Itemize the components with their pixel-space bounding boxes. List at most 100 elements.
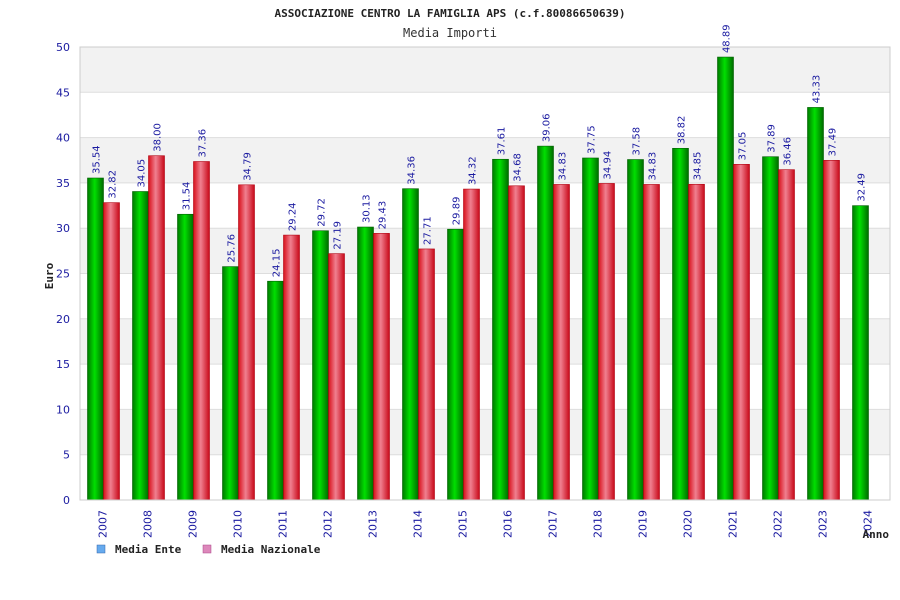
data-label: 43.33 <box>812 75 823 104</box>
data-label: 36.46 <box>783 137 794 166</box>
x-tick-label: 2015 <box>457 510 470 538</box>
legend-label-ente: Media Ente <box>115 543 182 556</box>
bar-ente-2020 <box>672 147 689 501</box>
data-label: 34.05 <box>137 159 148 188</box>
bar-ente-2009 <box>177 213 194 501</box>
data-label: 35.54 <box>92 145 103 174</box>
y-tick-label: 50 <box>56 41 70 54</box>
data-label: 34.83 <box>648 152 659 181</box>
grid-band <box>80 47 890 93</box>
bar-nazionale-2008 <box>148 155 165 501</box>
bar-nazionale-2009 <box>193 161 210 501</box>
bar-ente-2017 <box>537 145 554 501</box>
bar-ente-2014 <box>402 188 419 501</box>
y-axis-label: Euro <box>43 262 56 289</box>
data-labels: 35.54 32.82 34.05 38.00 31.54 37.36 25.76 34.79… <box>92 24 868 277</box>
x-tick-label: 2018 <box>592 510 605 538</box>
grid-band <box>80 137 890 183</box>
data-label: 34.79 <box>243 152 254 181</box>
axes: 0 5 10 15 20 25 30 35 40 45 50 2007 2008 2009 2010 2011… <box>56 41 891 538</box>
y-tick-label: 5 <box>63 449 70 462</box>
bar-nazionale-2023 <box>823 160 840 501</box>
x-tick-label: 2020 <box>682 510 695 538</box>
chart-title: ASSOCIAZIONE CENTRO LA FAMIGLIA APS (c.f… <box>275 7 626 20</box>
data-label: 37.75 <box>587 125 598 154</box>
y-tick-label: 25 <box>56 268 70 281</box>
data-label: 34.68 <box>513 153 524 182</box>
grid-band <box>80 92 890 138</box>
data-label: 37.89 <box>767 124 778 153</box>
x-tick-label: 2014 <box>412 510 425 538</box>
data-label: 34.85 <box>693 152 704 181</box>
bar-ente-2019 <box>627 159 644 501</box>
x-tick-label: 2013 <box>367 510 380 538</box>
grid-band <box>80 409 890 455</box>
grid-band <box>80 364 890 410</box>
x-tick-label: 2021 <box>727 510 740 538</box>
bar-ente-2022 <box>762 156 779 501</box>
grid-band <box>80 318 890 365</box>
bar-ente-2010 <box>222 266 239 501</box>
data-label: 29.72 <box>317 198 328 227</box>
x-tick-label: 2017 <box>547 510 560 538</box>
legend-label-nazionale: Media Nazionale <box>221 543 321 556</box>
x-tick-label: 2011 <box>277 510 290 538</box>
bar-nazionale-2010 <box>238 184 255 501</box>
data-label: 27.71 <box>423 216 434 245</box>
y-tick-label: 30 <box>56 222 70 235</box>
y-tick-label: 45 <box>56 86 70 99</box>
bar-nazionale-2019 <box>643 184 660 501</box>
x-tick-label: 2019 <box>637 510 650 538</box>
y-tick-label: 20 <box>56 313 70 326</box>
bar-nazionale-2011 <box>283 234 300 501</box>
data-label: 37.05 <box>738 132 749 161</box>
legend: Media Ente Media Nazionale <box>96 543 321 556</box>
data-label: 34.94 <box>603 151 614 180</box>
data-label: 37.49 <box>828 128 839 157</box>
bar-ente-2018 <box>582 157 599 501</box>
x-tick-label: 2010 <box>232 510 245 538</box>
data-label: 32.82 <box>108 170 119 199</box>
bar-ente-2008 <box>132 191 149 501</box>
bar-ente-2024 <box>852 205 869 501</box>
bar-nazionale-2017 <box>553 184 570 501</box>
bar-nazionale-2020 <box>688 183 705 501</box>
bar-nazionale-2022 <box>778 169 795 501</box>
bar-ente-2011 <box>267 280 284 501</box>
plot-frame <box>79 46 891 501</box>
grid-band <box>80 228 890 274</box>
x-tick-label: 2022 <box>772 510 785 538</box>
bar-nazionale-2012 <box>328 253 345 501</box>
x-tick-label: 2007 <box>97 510 110 538</box>
x-axis-label: Anno <box>863 528 890 541</box>
data-label: 34.36 <box>407 156 418 185</box>
bar-ente-2015 <box>447 228 464 501</box>
bar-ente-2021 <box>717 56 734 501</box>
chart-subtitle: Media Importi <box>403 26 497 40</box>
data-label: 48.89 <box>722 24 733 53</box>
bar-ente-2007 <box>87 177 104 501</box>
grid-band <box>80 273 890 319</box>
data-label: 29.24 <box>288 202 299 231</box>
bar-ente-2013 <box>357 226 374 501</box>
x-tick-label: 2016 <box>502 510 515 538</box>
y-tick-label: 10 <box>56 403 70 416</box>
data-label: 27.19 <box>333 221 344 250</box>
legend-swatch-ente <box>96 544 106 554</box>
bar-nazionale-2021 <box>733 164 750 501</box>
y-tick-label: 15 <box>56 358 70 371</box>
y-tick-label: 40 <box>56 132 70 145</box>
data-label: 38.82 <box>677 116 688 145</box>
data-label: 32.49 <box>857 173 868 202</box>
bar-nazionale-2016 <box>508 185 525 501</box>
data-label: 31.54 <box>182 182 193 211</box>
bars <box>87 56 869 501</box>
grid-band <box>80 454 890 500</box>
data-label: 34.32 <box>468 156 479 185</box>
bar-nazionale-2015 <box>463 188 480 501</box>
bar-nazionale-2014 <box>418 248 435 501</box>
legend-swatch-nazionale <box>202 544 212 554</box>
data-label: 25.76 <box>227 234 238 263</box>
x-tick-label: 2023 <box>817 510 830 538</box>
bar-nazionale-2018 <box>598 183 615 501</box>
